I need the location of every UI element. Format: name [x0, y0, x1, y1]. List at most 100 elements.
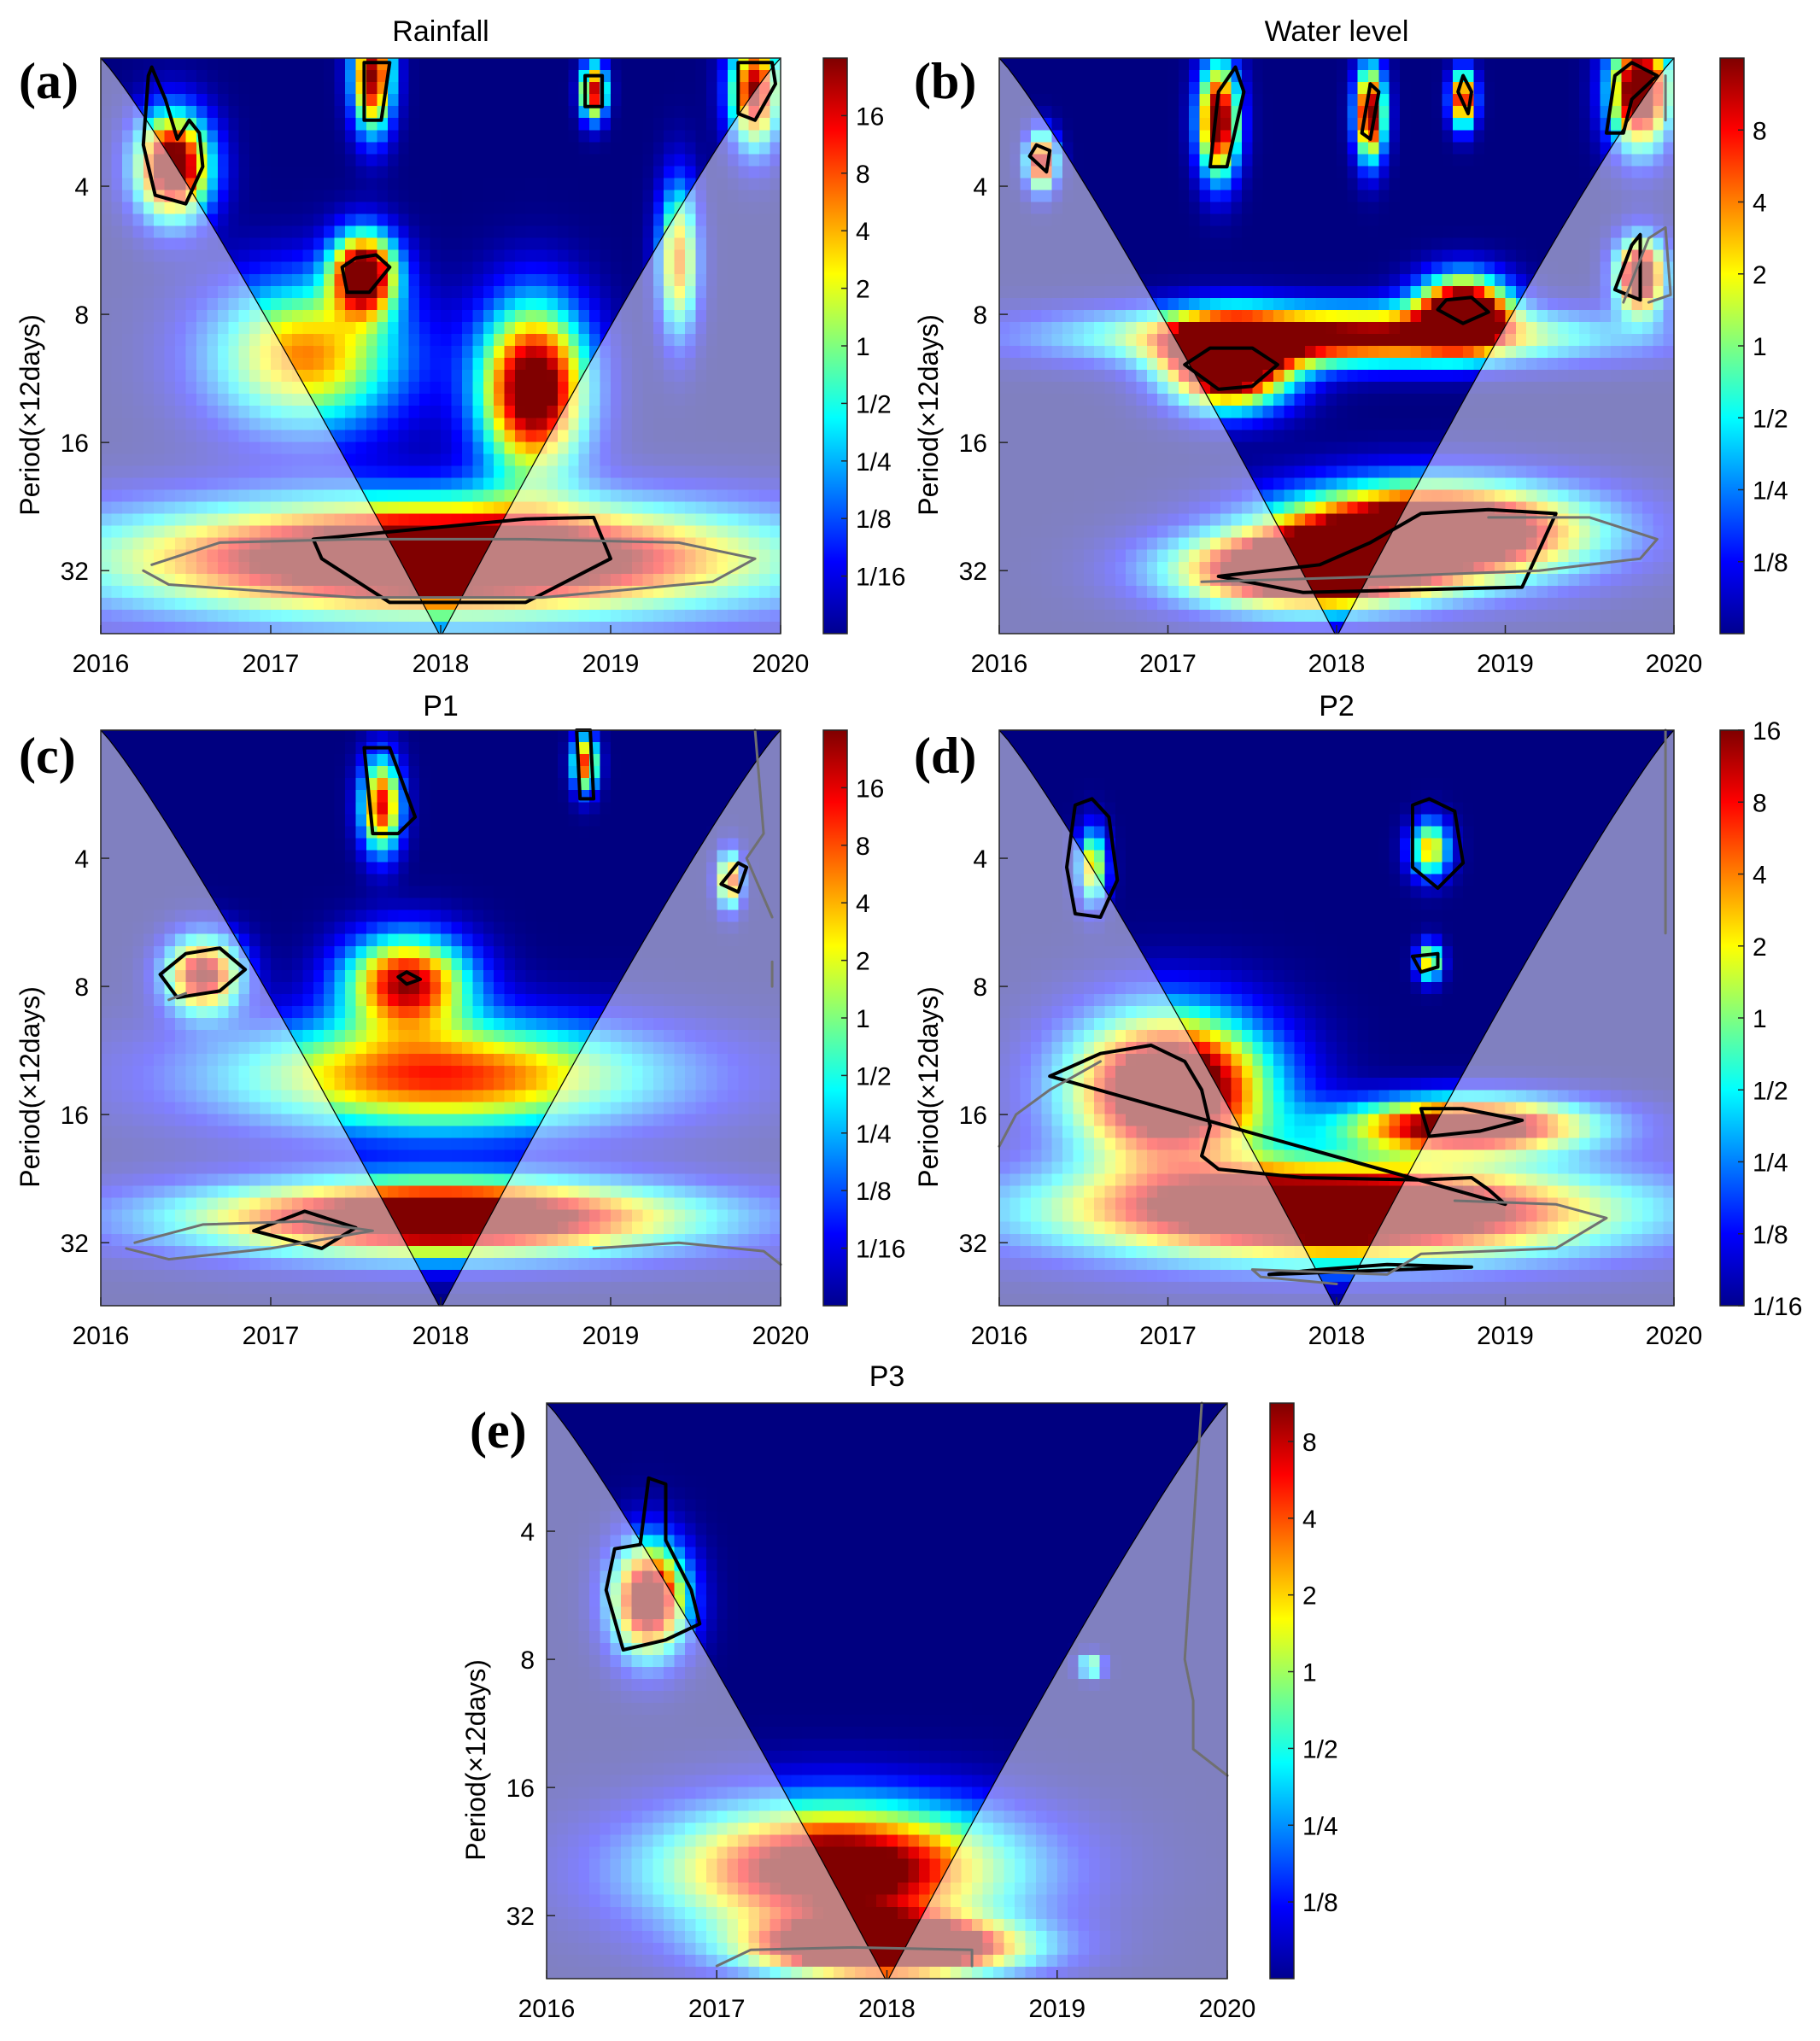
colorbar-tick-label: 1/4	[856, 1120, 892, 1149]
y-axis: 4 8 16 32	[506, 1518, 555, 1931]
coi-significance-contour	[1622, 225, 1672, 304]
y-tick-label: 4	[74, 845, 89, 874]
significance-contour	[340, 253, 392, 295]
significance-contour	[396, 970, 423, 986]
x-tick-label: 2018	[1308, 1322, 1366, 1350]
colorbar: 8 4 2 1 1/2 1/4 1/8	[1719, 57, 1788, 635]
significance-contour	[1436, 295, 1490, 325]
colorbar-tick-label: 16	[856, 102, 884, 131]
coi-significance-contour	[1183, 1401, 1229, 1777]
significance-contour	[1456, 73, 1473, 115]
significance-contour	[1360, 82, 1381, 141]
panel-letter: (b)	[914, 53, 976, 109]
panel-b: 2016 2017 2018 2019 2020 4 8 16 32 Period(×12days…	[913, 15, 1788, 678]
x-tick-label: 2017	[688, 1995, 746, 2023]
coi-shade-right	[442, 58, 781, 634]
coi-significance-contour	[1250, 1199, 1608, 1285]
coi-significance-contour	[125, 1219, 374, 1261]
y-tick-label: 8	[74, 301, 89, 330]
colorbar-tick-label: 2	[856, 948, 870, 976]
colorbar-tick-label: 1/2	[1753, 1077, 1788, 1105]
coi-shade-right	[888, 1403, 1227, 1979]
coi-significance-contour	[1200, 516, 1659, 583]
colorbar-tick-label: 1	[856, 333, 870, 361]
panel-letter: (d)	[914, 728, 976, 784]
coi-shade-left	[101, 730, 439, 1306]
y-tick-label: 32	[959, 1230, 987, 1258]
y-tick-label: 32	[959, 558, 987, 586]
panel-a: 2016 2017 2018 2019 2020 4 8 16 32 Period(×12days…	[15, 15, 905, 678]
y-tick-label: 8	[74, 974, 89, 1002]
colorbar-tick-label: 1/16	[856, 1236, 905, 1264]
x-tick-label: 2020	[1199, 1995, 1256, 2023]
x-tick-label: 2016	[971, 650, 1028, 678]
x-tick-label: 2019	[582, 1322, 640, 1350]
significance-contour	[1027, 143, 1052, 174]
colorbar-tick-label: 4	[1302, 1506, 1317, 1534]
y-tick-label: 4	[973, 845, 987, 874]
colorbar-tick-label: 4	[856, 218, 870, 246]
panel-title: P1	[423, 690, 459, 722]
x-tick-label: 2020	[752, 650, 810, 678]
panel-title: P3	[869, 1360, 905, 1393]
colorbar-tick-label: 1/2	[856, 1062, 892, 1091]
colorbar-tick-label: 1	[856, 1005, 870, 1033]
panel-letter: (e)	[470, 1402, 527, 1459]
y-tick-label: 16	[506, 1775, 535, 1803]
y-axis-label: Period(×12days)	[913, 314, 944, 516]
y-axis-label: Period(×12days)	[15, 986, 45, 1188]
y-tick-label: 32	[61, 1230, 89, 1258]
y-axis: 4 8 16 32	[61, 845, 109, 1258]
significance-contour	[736, 61, 777, 122]
significance-contour	[1410, 951, 1440, 974]
x-tick-label: 2019	[1477, 650, 1534, 678]
coi-significance-contour	[715, 1945, 974, 1968]
significance-contour	[1065, 797, 1120, 919]
significance-contour	[1612, 232, 1642, 302]
colorbar-tick-label: 4	[1753, 862, 1767, 890]
y-tick-label: 8	[973, 974, 987, 1002]
coi-shade-right	[1338, 730, 1674, 1306]
significance-contour	[604, 1476, 702, 1652]
panel-e: 2016 2017 2018 2019 2020 4 8 16 32 Period(×12days…	[460, 1360, 1338, 2023]
colorbar-tick-label: 1/4	[1753, 1149, 1788, 1178]
x-tick-label: 2016	[518, 1995, 576, 2023]
significance-contour	[1419, 1107, 1524, 1138]
panel-letter: (a)	[19, 53, 79, 109]
y-axis: 4 8 16 32	[959, 173, 1008, 586]
significance-contour	[1183, 346, 1279, 391]
y-axis-label: Period(×12days)	[460, 1659, 491, 1861]
y-tick-label: 16	[61, 1102, 89, 1130]
panel-d: 2016 2017 2018 2019 2020 4 8 16 32 Period(×12days…	[913, 690, 1802, 1350]
significance-contour	[583, 73, 605, 108]
colorbar-tick-label: 8	[1753, 117, 1767, 145]
panel-c: 2016 2017 2018 2019 2020 4 8 16 32 Period(×12days…	[15, 690, 905, 1350]
colorbar-tick-label: 1	[1302, 1659, 1317, 1687]
coi-shade-right	[442, 730, 781, 1306]
significance-contour	[1208, 65, 1246, 169]
colorbar-tick-label: 8	[1302, 1429, 1317, 1457]
coi-shade-left	[999, 730, 1335, 1306]
x-tick-label: 2020	[1646, 1322, 1703, 1350]
y-tick-label: 8	[973, 301, 987, 330]
y-tick-label: 16	[61, 430, 89, 458]
coi-significance-contour	[167, 991, 187, 1002]
x-axis: 2016 2017 2018 2019 2020	[73, 1297, 809, 1350]
x-tick-label: 2017	[1139, 650, 1197, 678]
y-tick-label: 8	[520, 1646, 535, 1675]
x-axis: 2016 2017 2018 2019 2020	[518, 1970, 1256, 2023]
x-tick-label: 2018	[413, 650, 470, 678]
colorbar-tick-label: 1/8	[856, 1178, 892, 1206]
significance-contour	[1410, 797, 1466, 890]
colorbar-tick-label: 1/8	[1753, 1221, 1788, 1249]
colorbar-tick-label: 8	[856, 161, 870, 189]
colorbar-tick-label: 1	[1753, 1005, 1767, 1033]
y-tick-label: 4	[520, 1518, 535, 1547]
colorbar-tick-label: 1/4	[1753, 477, 1788, 506]
significance-contour	[252, 1209, 358, 1250]
colorbar-tick-label: 16	[856, 775, 884, 803]
coi-significance-contour	[998, 1060, 1102, 1148]
colorbar-tick-label: 1/2	[856, 390, 892, 418]
x-axis: 2016 2017 2018 2019 2020	[971, 1297, 1703, 1350]
